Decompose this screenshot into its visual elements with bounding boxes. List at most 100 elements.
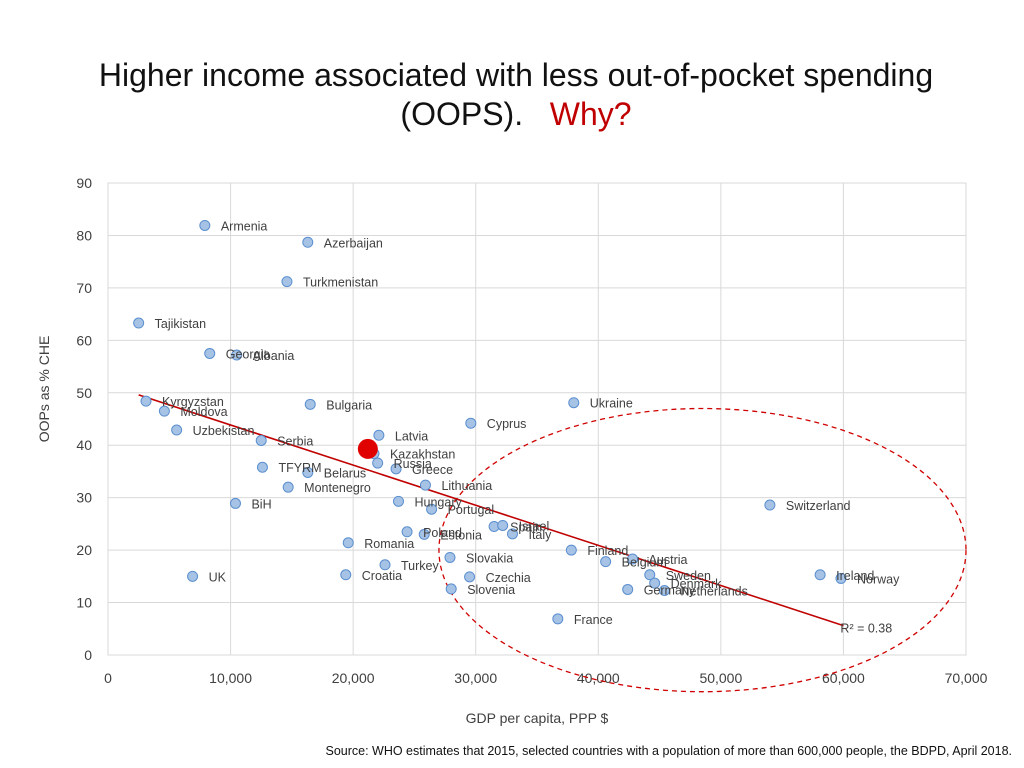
data-point: [401, 526, 413, 538]
point-label: Montenegro: [304, 481, 371, 495]
data-point: [231, 349, 243, 361]
point-label: BiH: [251, 497, 271, 511]
x-tick-label: 40,000: [577, 670, 620, 686]
point-label: Germany: [644, 583, 696, 597]
data-point: [372, 457, 384, 469]
source-note: Source: WHO estimates that 2015, selecte…: [325, 744, 1012, 758]
point-label: Norway: [857, 572, 900, 586]
data-point: [133, 317, 145, 329]
r-squared-label: R² = 0.38: [840, 622, 892, 636]
data-point: [814, 569, 826, 581]
y-axis-label: OOPs as % CHE: [36, 336, 52, 443]
dashed-ellipse: [438, 407, 967, 693]
data-point: [644, 569, 656, 581]
data-point: [392, 495, 404, 507]
annotations: R² = 0.38: [357, 438, 892, 636]
point-label: UK: [209, 570, 227, 584]
point-label: Armenia: [221, 219, 268, 233]
point-label: Denmark: [671, 577, 722, 591]
data-point: [187, 570, 199, 582]
point-label: Cyprus: [487, 417, 527, 431]
slide-title: Higher income associated with less out-o…: [0, 56, 1024, 134]
plot-frame: [107, 182, 967, 656]
highlight-point: [357, 438, 378, 459]
title-line-2-main: (OOPS).: [400, 96, 524, 132]
data-point: [426, 503, 438, 515]
point-label: Sweden: [666, 569, 711, 583]
point-labels: Armenia Azerbaijan Turkmenistan Tajikistan G…: [155, 219, 900, 626]
y-tick-label: 90: [76, 175, 92, 191]
point-label: TFYRM: [278, 461, 321, 475]
data-point: [390, 463, 402, 475]
data-point: [281, 276, 293, 288]
point-label: Portugal: [448, 503, 495, 517]
title-line-1: Higher income associated with less out-o…: [98, 57, 934, 93]
data-point: [600, 556, 612, 568]
y-tick-label: 80: [76, 227, 92, 243]
x-tick-label: 0: [104, 670, 112, 686]
point-label: Russia: [394, 457, 432, 471]
y-tick-label: 0: [84, 647, 92, 663]
point-label: Georgia: [226, 347, 271, 361]
x-tick-label: 30,000: [454, 670, 497, 686]
data-points: [133, 219, 847, 625]
data-point: [568, 397, 580, 409]
y-tick-label: 60: [76, 332, 92, 348]
point-label: Finland: [587, 544, 628, 558]
x-tick-label: 20,000: [332, 670, 375, 686]
x-tick-label: 70,000: [945, 670, 988, 686]
trendline: [138, 394, 844, 627]
data-point: [342, 537, 354, 549]
y-tick-label: 10: [76, 595, 92, 611]
point-label: Estonia: [440, 528, 482, 542]
data-point: [171, 424, 183, 436]
data-point: [497, 519, 509, 531]
point-label: Slovenia: [467, 583, 515, 597]
point-label: Uzbekistan: [193, 424, 255, 438]
point-label: Ukraine: [590, 397, 633, 411]
point-label: Israel: [519, 519, 550, 533]
y-tick-label: 70: [76, 280, 92, 296]
point-label: Croatia: [362, 569, 402, 583]
point-label: Tajikistan: [155, 317, 206, 331]
point-label: Moldova: [180, 405, 227, 419]
point-label: Romania: [364, 537, 414, 551]
point-label: France: [574, 613, 613, 627]
x-tick-label: 10,000: [209, 670, 252, 686]
y-tick-label: 40: [76, 437, 92, 453]
point-label: Serbia: [277, 435, 313, 449]
point-label: Czechia: [486, 571, 531, 585]
axes: 0 10 20 30 40 50 60 70 80 90 0 10,000 20,000 30,000 40…: [36, 175, 988, 726]
data-point: [204, 347, 216, 359]
point-label: Greece: [412, 463, 453, 477]
point-label: Netherlands: [680, 584, 747, 598]
point-label: Kazakhstan: [390, 448, 455, 462]
data-point: [199, 219, 211, 231]
x-tick-label: 60,000: [822, 670, 865, 686]
data-point: [627, 553, 639, 565]
trendline-group: [138, 394, 844, 627]
grid-lines: [107, 182, 967, 656]
point-label: Ireland: [836, 569, 874, 583]
data-point: [140, 395, 152, 407]
data-point: [565, 544, 577, 556]
data-point: [835, 572, 847, 584]
point-label: Belgium: [622, 556, 667, 570]
point-label: Latvia: [395, 429, 428, 443]
point-label: Switzerland: [786, 499, 851, 513]
data-point: [552, 613, 564, 625]
data-point: [506, 528, 518, 540]
y-tick-label: 30: [76, 490, 92, 506]
data-point: [302, 236, 314, 248]
data-point: [445, 583, 457, 595]
highlight-ellipse-group: [438, 407, 967, 693]
point-label: Slovakia: [466, 551, 513, 565]
point-label: Austria: [649, 553, 688, 567]
point-label: Turkmenistan: [303, 276, 378, 290]
point-label: Belarus: [324, 466, 366, 480]
data-point: [373, 429, 385, 441]
data-point: [444, 551, 456, 563]
point-label: Kyrgyzstan: [162, 395, 224, 409]
data-point: [255, 435, 267, 447]
